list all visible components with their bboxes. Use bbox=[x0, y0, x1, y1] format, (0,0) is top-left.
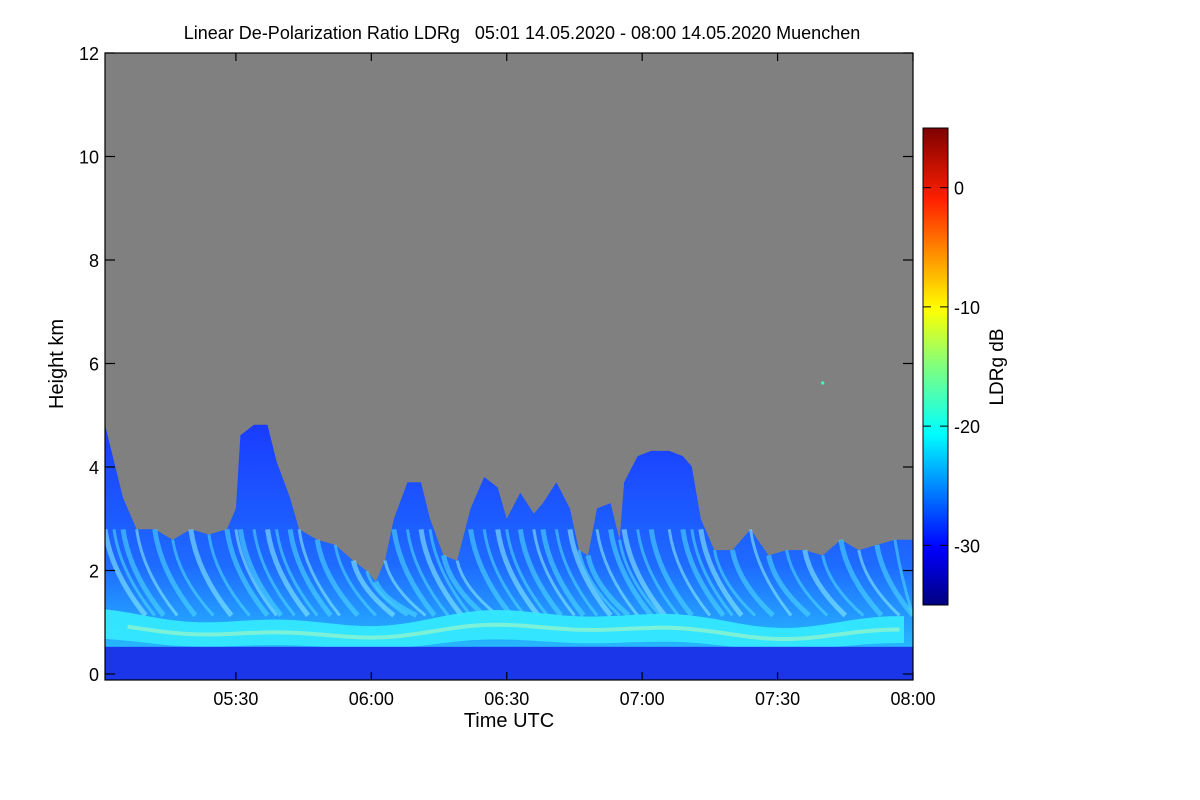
y-tick-label: 2 bbox=[89, 562, 99, 582]
fall-streak bbox=[680, 528, 726, 618]
y-tick-label: 6 bbox=[89, 355, 99, 375]
fall-streak bbox=[234, 529, 278, 617]
fall-streak bbox=[188, 528, 234, 618]
fall-streak bbox=[532, 529, 576, 617]
fall-streak bbox=[648, 528, 694, 618]
fall-streak bbox=[405, 529, 450, 617]
y-axis-label: Height km bbox=[46, 319, 68, 409]
x-axis: 05:30 06:00 06:30 07:00 07:30 08:00 bbox=[213, 53, 936, 709]
fall-streak bbox=[585, 554, 631, 618]
x-tick-label: 06:30 bbox=[484, 689, 529, 709]
boundary-layer-band bbox=[105, 609, 904, 651]
fall-streak bbox=[857, 549, 901, 617]
fall-streak bbox=[608, 528, 654, 618]
fall-streak bbox=[224, 528, 270, 618]
fall-streak bbox=[373, 580, 418, 618]
fall-streak bbox=[595, 529, 639, 617]
colorbar-tick-label: -20 bbox=[954, 417, 980, 437]
fall-streak bbox=[495, 528, 541, 618]
fall-streak bbox=[428, 529, 472, 617]
fall-streak bbox=[802, 549, 848, 618]
y-tick-label: 0 bbox=[89, 665, 99, 685]
x-tick-label: 05:30 bbox=[213, 689, 258, 709]
colorbar-tick-label: 0 bbox=[954, 179, 964, 199]
boundary-layer-core bbox=[127, 622, 900, 641]
fall-streak bbox=[171, 539, 215, 617]
x-tick-label: 07:00 bbox=[620, 689, 665, 709]
fall-streak bbox=[135, 529, 179, 617]
fall-streak bbox=[785, 549, 829, 617]
fall-streak bbox=[838, 539, 884, 618]
fall-streak bbox=[729, 549, 775, 618]
fall-streak bbox=[237, 528, 283, 618]
fall-streak bbox=[621, 528, 667, 618]
fall-streak bbox=[690, 529, 734, 617]
fall-streak bbox=[105, 528, 148, 618]
x-axis-label: Time UTC bbox=[464, 710, 554, 732]
fall-streak bbox=[207, 534, 251, 617]
near-ground-layer bbox=[105, 646, 913, 680]
fall-streak bbox=[418, 528, 464, 618]
fall-streak bbox=[893, 539, 913, 616]
fall-streak bbox=[120, 528, 166, 618]
fall-streak bbox=[766, 554, 811, 618]
fall-streak bbox=[112, 529, 156, 617]
colorbar-tick-label: -10 bbox=[954, 298, 980, 318]
fall-streak bbox=[567, 528, 613, 618]
fall-streak bbox=[712, 549, 757, 617]
colorbar-label: LDRg dB bbox=[987, 328, 1008, 405]
fall-streak bbox=[441, 554, 486, 618]
fall-streak bbox=[821, 555, 865, 617]
fall-streak bbox=[383, 560, 427, 617]
fall-streak bbox=[482, 529, 526, 617]
y-axis: 0 2 4 6 8 10 12 bbox=[79, 44, 913, 685]
y-tick-label: 8 bbox=[89, 251, 99, 271]
colorbar: 0 -10 -20 -30 LDRg dB bbox=[922, 127, 1008, 606]
colorbar-tick-label: -30 bbox=[954, 536, 980, 556]
fall-streak bbox=[314, 539, 360, 618]
fall-streak bbox=[540, 528, 586, 618]
point-feature bbox=[821, 381, 825, 385]
chart-title: Linear De-Polarization Ratio LDRg 05:01 … bbox=[184, 23, 860, 43]
fall-streak bbox=[252, 529, 296, 617]
x-tick-label: 06:00 bbox=[349, 689, 394, 709]
fall-streak bbox=[391, 528, 437, 618]
fall-streak bbox=[365, 570, 409, 617]
fall-streak bbox=[698, 528, 744, 618]
fall-streak bbox=[152, 528, 198, 618]
fall-streak bbox=[636, 529, 680, 617]
fall-streak bbox=[749, 529, 793, 617]
y-tick-label: 12 bbox=[79, 44, 99, 64]
fall-streak bbox=[333, 544, 377, 617]
fall-streak bbox=[468, 528, 514, 618]
fall-streak bbox=[505, 529, 549, 617]
fall-streak bbox=[265, 528, 311, 618]
plot-frame bbox=[104, 52, 914, 681]
y-tick-label: 10 bbox=[79, 148, 99, 168]
fall-streak bbox=[554, 529, 599, 617]
fall-streak bbox=[275, 529, 319, 617]
colorbar-scale bbox=[922, 127, 949, 606]
fall-streak bbox=[517, 528, 563, 618]
fall-streak bbox=[667, 529, 712, 617]
colorbar-ticks: 0 -10 -20 -30 bbox=[923, 179, 980, 556]
fall-streak bbox=[350, 559, 396, 618]
x-tick-label: 07:30 bbox=[755, 689, 800, 709]
fall-streak bbox=[874, 544, 913, 618]
plot-area bbox=[105, 53, 913, 680]
fall-streak bbox=[618, 539, 662, 617]
fall-streak bbox=[287, 528, 333, 618]
fall-streak bbox=[577, 549, 621, 617]
fall-streak bbox=[297, 529, 341, 617]
x-tick-label: 08:00 bbox=[890, 689, 935, 709]
y-tick-label: 4 bbox=[89, 458, 99, 478]
cloud-layer bbox=[105, 381, 913, 680]
